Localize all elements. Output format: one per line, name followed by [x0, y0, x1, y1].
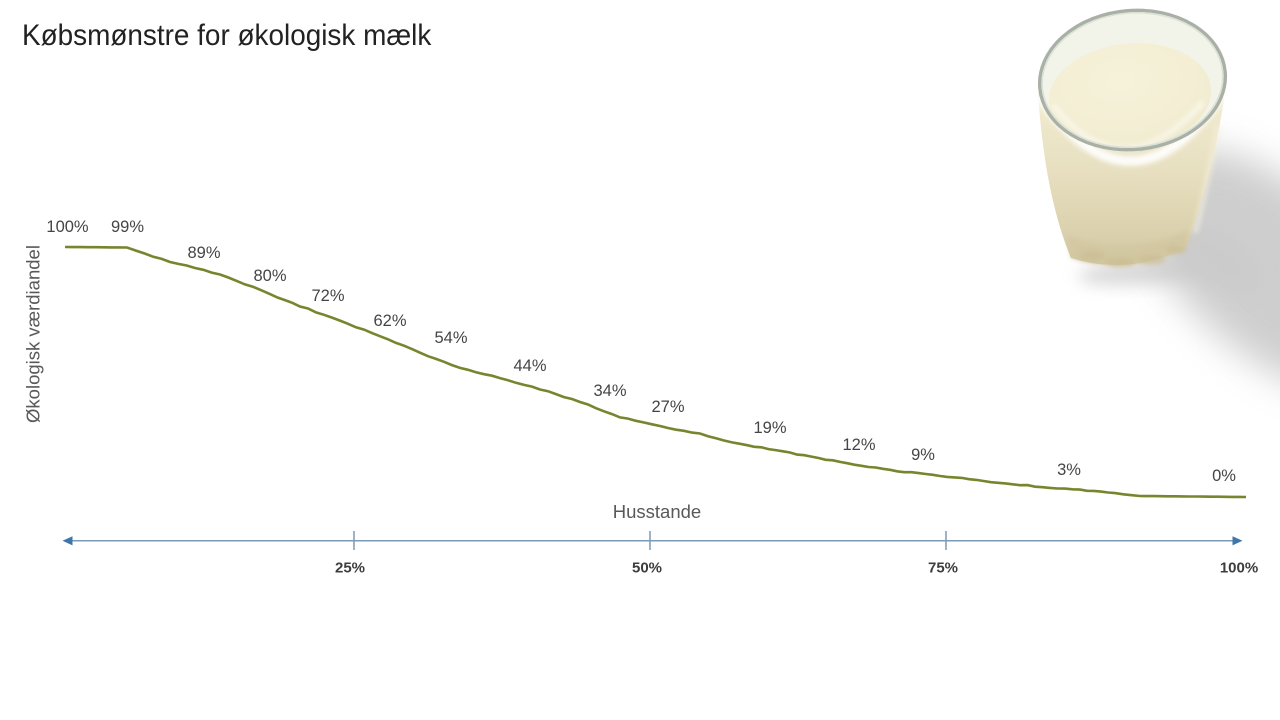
svg-text:19%: 19%: [753, 419, 786, 437]
svg-text:80%: 80%: [253, 267, 286, 285]
svg-text:44%: 44%: [513, 357, 546, 375]
svg-text:100%: 100%: [46, 218, 89, 236]
svg-text:25%: 25%: [335, 560, 365, 577]
svg-text:12%: 12%: [842, 436, 875, 454]
svg-text:89%: 89%: [187, 244, 220, 262]
svg-text:100%: 100%: [1220, 560, 1258, 577]
svg-text:99%: 99%: [111, 218, 144, 236]
svg-text:72%: 72%: [311, 287, 344, 305]
svg-text:9%: 9%: [911, 446, 935, 464]
svg-text:34%: 34%: [593, 382, 626, 400]
svg-text:62%: 62%: [373, 312, 406, 330]
svg-text:75%: 75%: [928, 560, 958, 577]
svg-text:54%: 54%: [434, 329, 467, 347]
svg-text:Husstande: Husstande: [613, 501, 701, 522]
svg-text:Økologisk værdiandel: Økologisk værdiandel: [23, 245, 44, 423]
svg-text:3%: 3%: [1057, 461, 1081, 479]
svg-text:50%: 50%: [632, 560, 662, 577]
svg-text:0%: 0%: [1212, 467, 1236, 485]
svg-text:27%: 27%: [651, 398, 684, 416]
